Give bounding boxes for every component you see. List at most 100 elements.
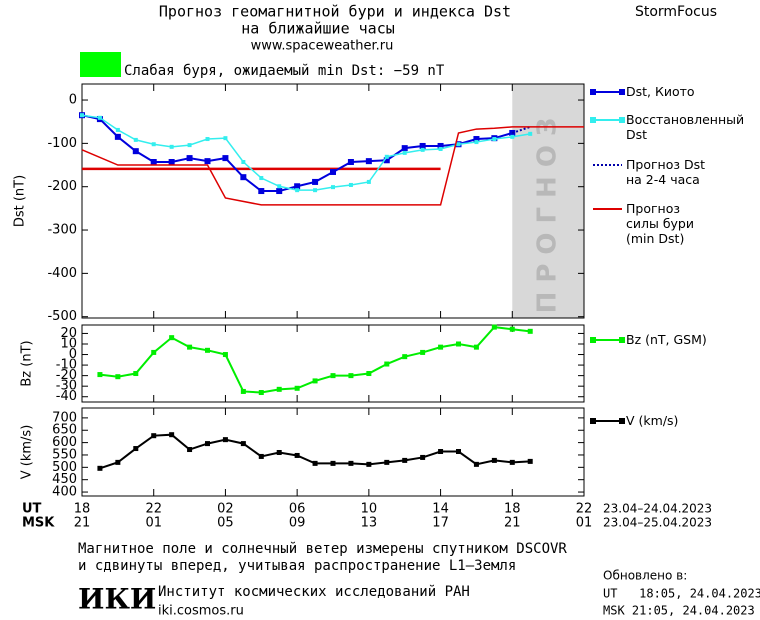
- point: [312, 378, 318, 384]
- point: [313, 188, 318, 193]
- y-tick-label: -40: [56, 389, 77, 404]
- legend-label: Bz (nT, GSM): [626, 332, 707, 347]
- point: [366, 179, 371, 184]
- y-tick-label: 20: [60, 326, 77, 341]
- y-tick-label: -10: [56, 358, 77, 373]
- point: [401, 145, 408, 152]
- point: [419, 142, 426, 149]
- point: [312, 178, 319, 185]
- point: [258, 453, 264, 459]
- x-tick-label-msk: 13: [361, 516, 378, 531]
- point: [205, 347, 210, 353]
- y-tick-label: 10: [60, 336, 77, 351]
- legend-marker: [619, 89, 625, 95]
- legend-marker: [590, 337, 596, 343]
- x-tick-label-msk: 01: [145, 516, 162, 531]
- point: [402, 354, 408, 360]
- point: [474, 140, 479, 145]
- y-tick-label: 700: [52, 410, 77, 425]
- y-axis-label: V (km/s): [20, 425, 35, 480]
- point: [168, 159, 175, 165]
- y-tick-label: -20: [56, 368, 77, 383]
- point: [187, 344, 193, 350]
- plot-frame: [81, 83, 585, 319]
- point: [509, 326, 515, 332]
- point: [491, 324, 497, 330]
- x-tick-label: 02: [217, 502, 234, 517]
- x-tick-label: 22: [576, 502, 593, 517]
- point: [491, 457, 497, 463]
- point: [186, 155, 193, 162]
- point: [348, 460, 354, 466]
- y-tick-label: 0: [69, 347, 77, 362]
- y-tick-label: 600: [52, 435, 77, 450]
- updated-ut: UT 18:05, 24.04.2023: [603, 587, 760, 601]
- point: [420, 454, 426, 460]
- series-line: [511, 125, 531, 134]
- y-tick-label: -500: [47, 309, 77, 324]
- point: [222, 352, 228, 358]
- updated-msk: MSK 21:05, 24.04.2023: [603, 604, 755, 618]
- point: [384, 154, 389, 159]
- point: [456, 449, 461, 455]
- point: [151, 433, 157, 439]
- url: www.spaceweather.ru: [251, 39, 394, 54]
- point: [294, 452, 300, 458]
- x-tick-label-msk: 05: [217, 516, 234, 531]
- plot-frame: [81, 324, 585, 403]
- point: [132, 148, 139, 155]
- point: [347, 159, 354, 165]
- y-tick-label: 550: [52, 447, 77, 462]
- legend-label: Восстановленный Dst: [626, 112, 745, 142]
- point: [312, 460, 318, 466]
- brand: StormFocus: [635, 4, 717, 20]
- point: [420, 147, 425, 152]
- updated: Обновлено в:: [603, 569, 687, 583]
- point: [527, 328, 533, 334]
- legend-marker: [590, 89, 596, 95]
- point: [241, 160, 246, 164]
- x-tick-label: 14: [432, 502, 449, 517]
- note: Магнитное поле и солнечный ветер измерен…: [78, 541, 567, 557]
- point: [331, 185, 335, 190]
- point: [330, 373, 336, 379]
- y-tick-label: -300: [47, 223, 77, 238]
- msk-label: MSK: [22, 516, 55, 531]
- msk-dates: 23.04–25.04.2023: [603, 516, 712, 530]
- legend-label: Прогноз силы бури (min Dst): [626, 201, 694, 246]
- y-tick-label: -100: [47, 136, 77, 151]
- point: [384, 459, 390, 465]
- status-swatch: [80, 52, 121, 77]
- point: [97, 372, 103, 378]
- x-tick-label: 18: [504, 502, 521, 517]
- point: [133, 371, 139, 377]
- legend-label: Прогноз Dst на 2-4 часа: [626, 157, 706, 187]
- institute: Институт космических исследований РАН: [158, 584, 470, 600]
- point: [509, 459, 515, 465]
- y-axis-label: Dst (nT): [13, 175, 28, 227]
- point: [80, 113, 84, 118]
- y-tick-label: 0: [69, 93, 77, 108]
- point: [438, 449, 444, 455]
- x-tick-label: 10: [361, 502, 378, 517]
- series-line: [81, 126, 584, 206]
- point: [456, 341, 461, 347]
- ut-label: UT: [22, 502, 42, 517]
- x-tick-label: 06: [289, 502, 306, 517]
- forecast-label: ПРОГНОЗ: [533, 109, 563, 314]
- point: [510, 134, 515, 139]
- plot-frame: [81, 407, 585, 497]
- point: [402, 457, 408, 463]
- series-line: [81, 114, 513, 193]
- point: [258, 188, 265, 195]
- legend-marker: [590, 117, 596, 123]
- point: [528, 131, 533, 136]
- point: [383, 157, 390, 164]
- y-tick-label: 450: [52, 472, 77, 487]
- point: [115, 127, 120, 132]
- point: [294, 385, 300, 391]
- point: [438, 344, 444, 350]
- point: [473, 461, 479, 467]
